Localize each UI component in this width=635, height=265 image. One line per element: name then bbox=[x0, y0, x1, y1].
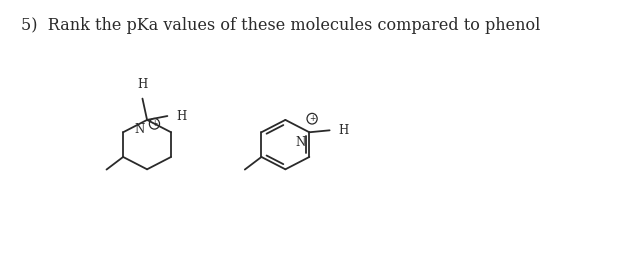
Text: 5)  Rank the pKa values of these molecules compared to phenol: 5) Rank the pKa values of these molecule… bbox=[21, 17, 540, 34]
Text: H: H bbox=[177, 109, 187, 122]
Text: +: + bbox=[309, 114, 316, 123]
Text: +: + bbox=[151, 119, 157, 128]
Text: H: H bbox=[339, 124, 349, 137]
Text: H: H bbox=[137, 78, 147, 91]
Text: N: N bbox=[295, 136, 305, 149]
Text: N: N bbox=[134, 123, 144, 136]
